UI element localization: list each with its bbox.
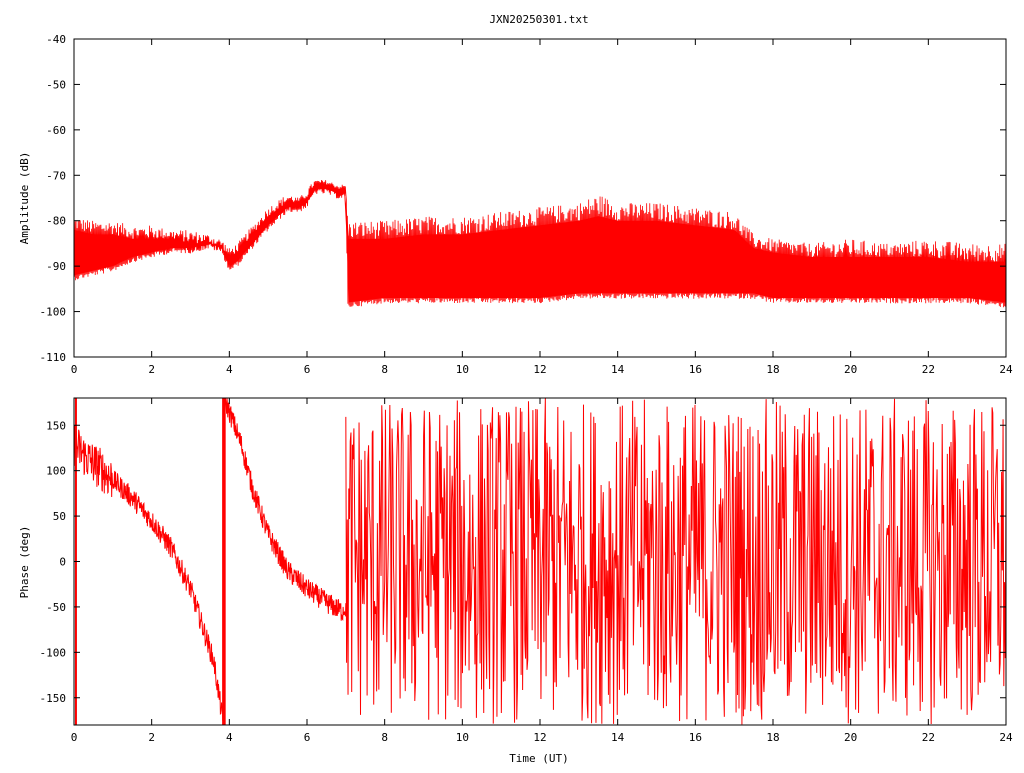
phase-x-tick-label: 22 bbox=[922, 731, 935, 744]
amplitude-x-tick-label: 8 bbox=[381, 363, 388, 376]
phase-y-tick-label: 50 bbox=[53, 510, 66, 523]
amplitude-x-tick-label: 12 bbox=[533, 363, 546, 376]
amplitude-y-tick-label: -100 bbox=[40, 306, 67, 319]
amplitude-y-tick-label: -110 bbox=[40, 351, 67, 364]
amplitude-y-tick-label: -60 bbox=[46, 124, 66, 137]
amplitude-x-axis: 0 2 4 6 8 10 12 14 16 18 20 22 24 bbox=[71, 39, 1013, 376]
amplitude-x-tick-label: 6 bbox=[304, 363, 311, 376]
phase-x-tick-label: 0 bbox=[71, 731, 78, 744]
amplitude-plot-frame bbox=[73, 38, 1007, 358]
amplitude-y-tick-label: -50 bbox=[46, 78, 66, 91]
phase-x-tick-label: 8 bbox=[381, 731, 388, 744]
amplitude-x-tick-label: 2 bbox=[148, 363, 155, 376]
phase-y-tick-label: 150 bbox=[46, 419, 66, 432]
phase-y-tick-label: -50 bbox=[46, 601, 66, 614]
phase-y-tick-label: -150 bbox=[40, 692, 67, 705]
phase-x-tick-label: 20 bbox=[844, 731, 857, 744]
amplitude-x-tick-label: 0 bbox=[71, 363, 78, 376]
phase-x-tick-label: 24 bbox=[999, 731, 1013, 744]
amplitude-series bbox=[73, 179, 1007, 308]
chart-title: JXN20250301.txt bbox=[489, 13, 588, 26]
amplitude-y-axis: -40 -50 -60 -70 -80 -90 -100 -110 bbox=[40, 33, 1006, 364]
phase-x-tick-label: 4 bbox=[226, 731, 233, 744]
amplitude-x-tick-label: 20 bbox=[844, 363, 857, 376]
amplitude-x-tick-label: 10 bbox=[456, 363, 469, 376]
phase-x-axis: 0 2 4 6 8 10 12 14 16 18 20 22 24 bbox=[71, 398, 1013, 744]
phase-x-tick-label: 2 bbox=[148, 731, 155, 744]
amplitude-y-axis-label: Amplitude (dB) bbox=[18, 152, 31, 245]
amplitude-x-tick-label: 16 bbox=[689, 363, 702, 376]
amplitude-y-tick-label: -80 bbox=[46, 215, 66, 228]
phase-x-tick-label: 18 bbox=[766, 731, 779, 744]
amplitude-line bbox=[73, 179, 1007, 308]
amplitude-y-tick-label: -40 bbox=[46, 33, 66, 46]
phase-x-tick-label: 12 bbox=[533, 731, 546, 744]
phase-x-tick-label: 14 bbox=[611, 731, 625, 744]
phase-line bbox=[74, 398, 347, 725]
phase-y-tick-label: -100 bbox=[40, 646, 67, 659]
phase-x-tick-label: 16 bbox=[689, 731, 702, 744]
amplitude-y-tick-label: -70 bbox=[46, 169, 66, 182]
time-x-axis-label: Time (UT) bbox=[509, 752, 569, 765]
phase-line-wrapped bbox=[345, 398, 1006, 725]
phase-x-tick-label: 10 bbox=[456, 731, 469, 744]
amplitude-x-tick-label: 22 bbox=[922, 363, 935, 376]
amplitude-x-tick-label: 24 bbox=[999, 363, 1013, 376]
amplitude-y-tick-label: -90 bbox=[46, 260, 66, 273]
phase-y-axis: 150 100 50 0 -50 -100 -150 bbox=[40, 419, 1006, 705]
phase-y-axis-label: Phase (deg) bbox=[18, 526, 31, 599]
phase-x-tick-label: 6 bbox=[304, 731, 311, 744]
amplitude-x-tick-label: 18 bbox=[766, 363, 779, 376]
amplitude-x-tick-label: 14 bbox=[611, 363, 625, 376]
amplitude-panel: -40-50-60-70-80-90-100-110 0 2 4 6 8 10 12 14 16… bbox=[18, 33, 1013, 376]
amplitude-x-tick-label: 4 bbox=[226, 363, 233, 376]
phase-y-tick-label: 100 bbox=[46, 465, 66, 478]
phase-series bbox=[74, 398, 1006, 725]
phase-y-tick-label: 0 bbox=[59, 556, 66, 569]
